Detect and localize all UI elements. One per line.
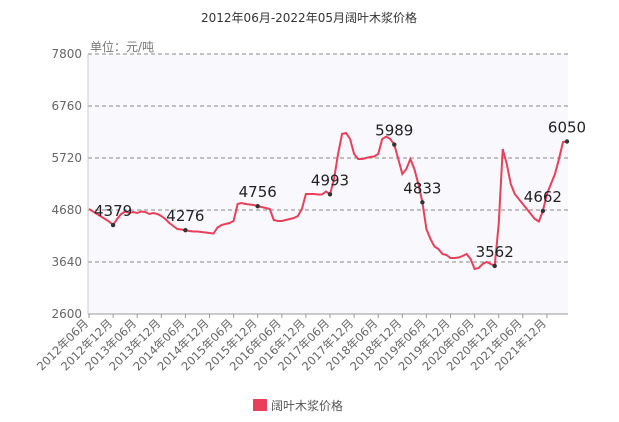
point	[420, 200, 425, 205]
chart-title: 2012年06月-2022年05月阔叶木浆价格	[201, 10, 417, 25]
legend-label: 阔叶木浆价格	[271, 398, 343, 413]
point	[255, 204, 260, 209]
y-tick-label: 6760	[51, 99, 82, 113]
point	[183, 228, 188, 233]
y-tick-label: 3640	[51, 255, 82, 269]
point	[492, 263, 497, 269]
y-tick-label: 7800	[51, 47, 82, 61]
plot-area	[88, 54, 568, 314]
y-tick-label: 2600	[51, 307, 82, 321]
y-tick-label: 5720	[51, 151, 82, 165]
point	[564, 139, 570, 144]
line	[88, 131, 568, 271]
legend-swatch	[253, 399, 267, 411]
point	[392, 142, 397, 147]
data-label: 6050	[548, 119, 586, 137]
data-label: 4662	[524, 188, 562, 206]
data-label: 3562	[476, 243, 514, 261]
data-label: 4756	[239, 183, 277, 201]
point	[110, 222, 116, 228]
data-label: 4276	[166, 207, 204, 225]
data-label: 5989	[375, 122, 413, 140]
unit-label: 单位：元/吨	[90, 39, 154, 54]
y-tick-label: 4680	[51, 203, 82, 217]
data-label: 4833	[403, 179, 441, 197]
point	[327, 192, 333, 197]
data-label: 4993	[311, 171, 349, 189]
point	[540, 208, 546, 214]
data-label: 4379	[94, 202, 132, 220]
